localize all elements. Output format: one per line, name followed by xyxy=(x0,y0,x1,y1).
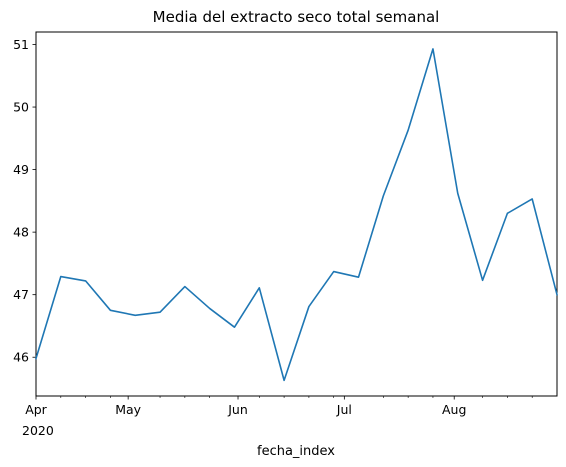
plot-area: 46 47 48 49 50 51 Apr 2020 May Jun Jul Aug xyxy=(13,31,558,438)
x-tick-label: May xyxy=(115,402,141,417)
y-tick-label: 50 xyxy=(13,100,29,115)
y-tick-label: 51 xyxy=(13,37,29,52)
x-tick-label: Jun xyxy=(227,402,248,417)
y-axis-ticks: 46 47 48 49 50 51 xyxy=(13,37,36,365)
x-tick-label: Aug xyxy=(442,402,466,417)
y-tick-label: 47 xyxy=(13,287,29,302)
x-tick-label: Apr xyxy=(25,402,47,417)
x-axis-label: fecha_index xyxy=(257,444,335,459)
y-tick-label: 46 xyxy=(13,350,29,365)
series-layer xyxy=(35,48,558,382)
x-tick-label: Jul xyxy=(336,402,352,417)
series-line xyxy=(35,48,558,382)
plot-frame xyxy=(35,31,558,397)
y-tick-label: 49 xyxy=(13,162,29,177)
chart-title: Media del extracto seco total semanal xyxy=(153,8,440,26)
x-tick-sublabel: 2020 xyxy=(22,423,54,438)
y-tick-label: 48 xyxy=(13,225,29,240)
x-axis-ticks: Apr 2020 May Jun Jul Aug xyxy=(22,396,533,438)
